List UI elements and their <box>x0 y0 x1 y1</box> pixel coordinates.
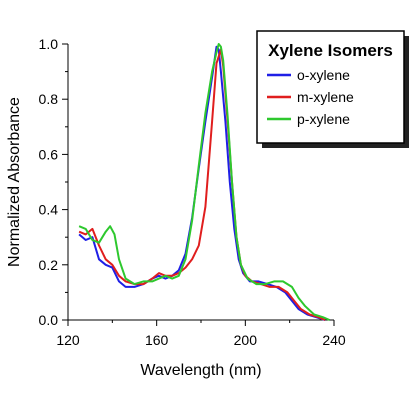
series-line-p-xylene <box>78 43 330 321</box>
y-tick-label: 0.2 <box>39 257 59 273</box>
y-tick-label: 0.8 <box>39 91 59 107</box>
x-tick-label: 120 <box>56 332 80 348</box>
series-line-m-xylene <box>78 48 326 321</box>
legend-box <box>256 30 405 144</box>
y-tick-label: 1.0 <box>39 36 59 52</box>
y-tick-label: 0.6 <box>39 146 59 162</box>
legend-title: Xylene Isomers <box>268 41 393 60</box>
y-tick-label: 0.4 <box>39 202 59 218</box>
x-axis-title: Wavelength (nm) <box>140 362 261 379</box>
y-axis-title: Normalized Absorbance <box>6 97 23 267</box>
legend: Xylene Isomers o-xylene m-xylene p-xylene <box>256 30 409 148</box>
y-tick-label: 0.0 <box>39 312 59 328</box>
legend-label-o-xylene: o-xylene <box>297 67 350 83</box>
x-tick-label: 160 <box>145 332 169 348</box>
legend-label-p-xylene: p-xylene <box>297 111 350 127</box>
axes: 0.0 0.2 0.4 0.6 0.8 1.0 120 160 200 240 Wavelength… <box>6 36 346 379</box>
series-layer <box>78 43 330 321</box>
x-tick-label: 200 <box>234 332 258 348</box>
x-tick-label: 240 <box>322 332 346 348</box>
legend-label-m-xylene: m-xylene <box>297 89 354 105</box>
